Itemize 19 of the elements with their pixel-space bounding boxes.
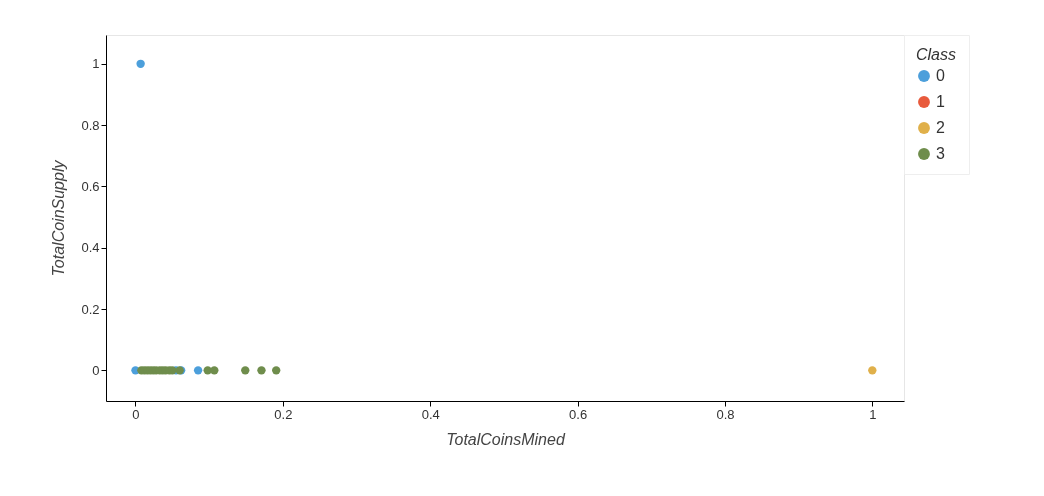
x-axis-title: TotalCoinsMined — [446, 430, 566, 448]
x-tick-label: 0.4 — [421, 406, 440, 422]
x-tick-label: 0.2 — [274, 406, 293, 422]
y-tick-label: 0.2 — [81, 301, 100, 317]
x-tick-label: 1 — [869, 406, 877, 422]
x-tick-label: 0.8 — [716, 406, 735, 422]
legend-label: 0 — [936, 67, 945, 84]
y-axis-title: TotalCoinSupply — [50, 159, 68, 277]
legend-label: 3 — [936, 145, 945, 162]
x-tick-label: 0.6 — [569, 406, 588, 422]
y-tick-label: 0.4 — [81, 240, 100, 256]
legend-label: 1 — [936, 93, 945, 110]
legend-label: 2 — [936, 119, 945, 136]
y-tick-label: 1 — [92, 56, 100, 72]
y-tick-label: 0 — [92, 362, 100, 378]
x-tick-label: 0 — [132, 406, 140, 422]
y-tick-label: 0.8 — [81, 117, 100, 133]
legend-title: Class — [916, 46, 957, 63]
y-tick-label: 0.6 — [81, 178, 100, 194]
